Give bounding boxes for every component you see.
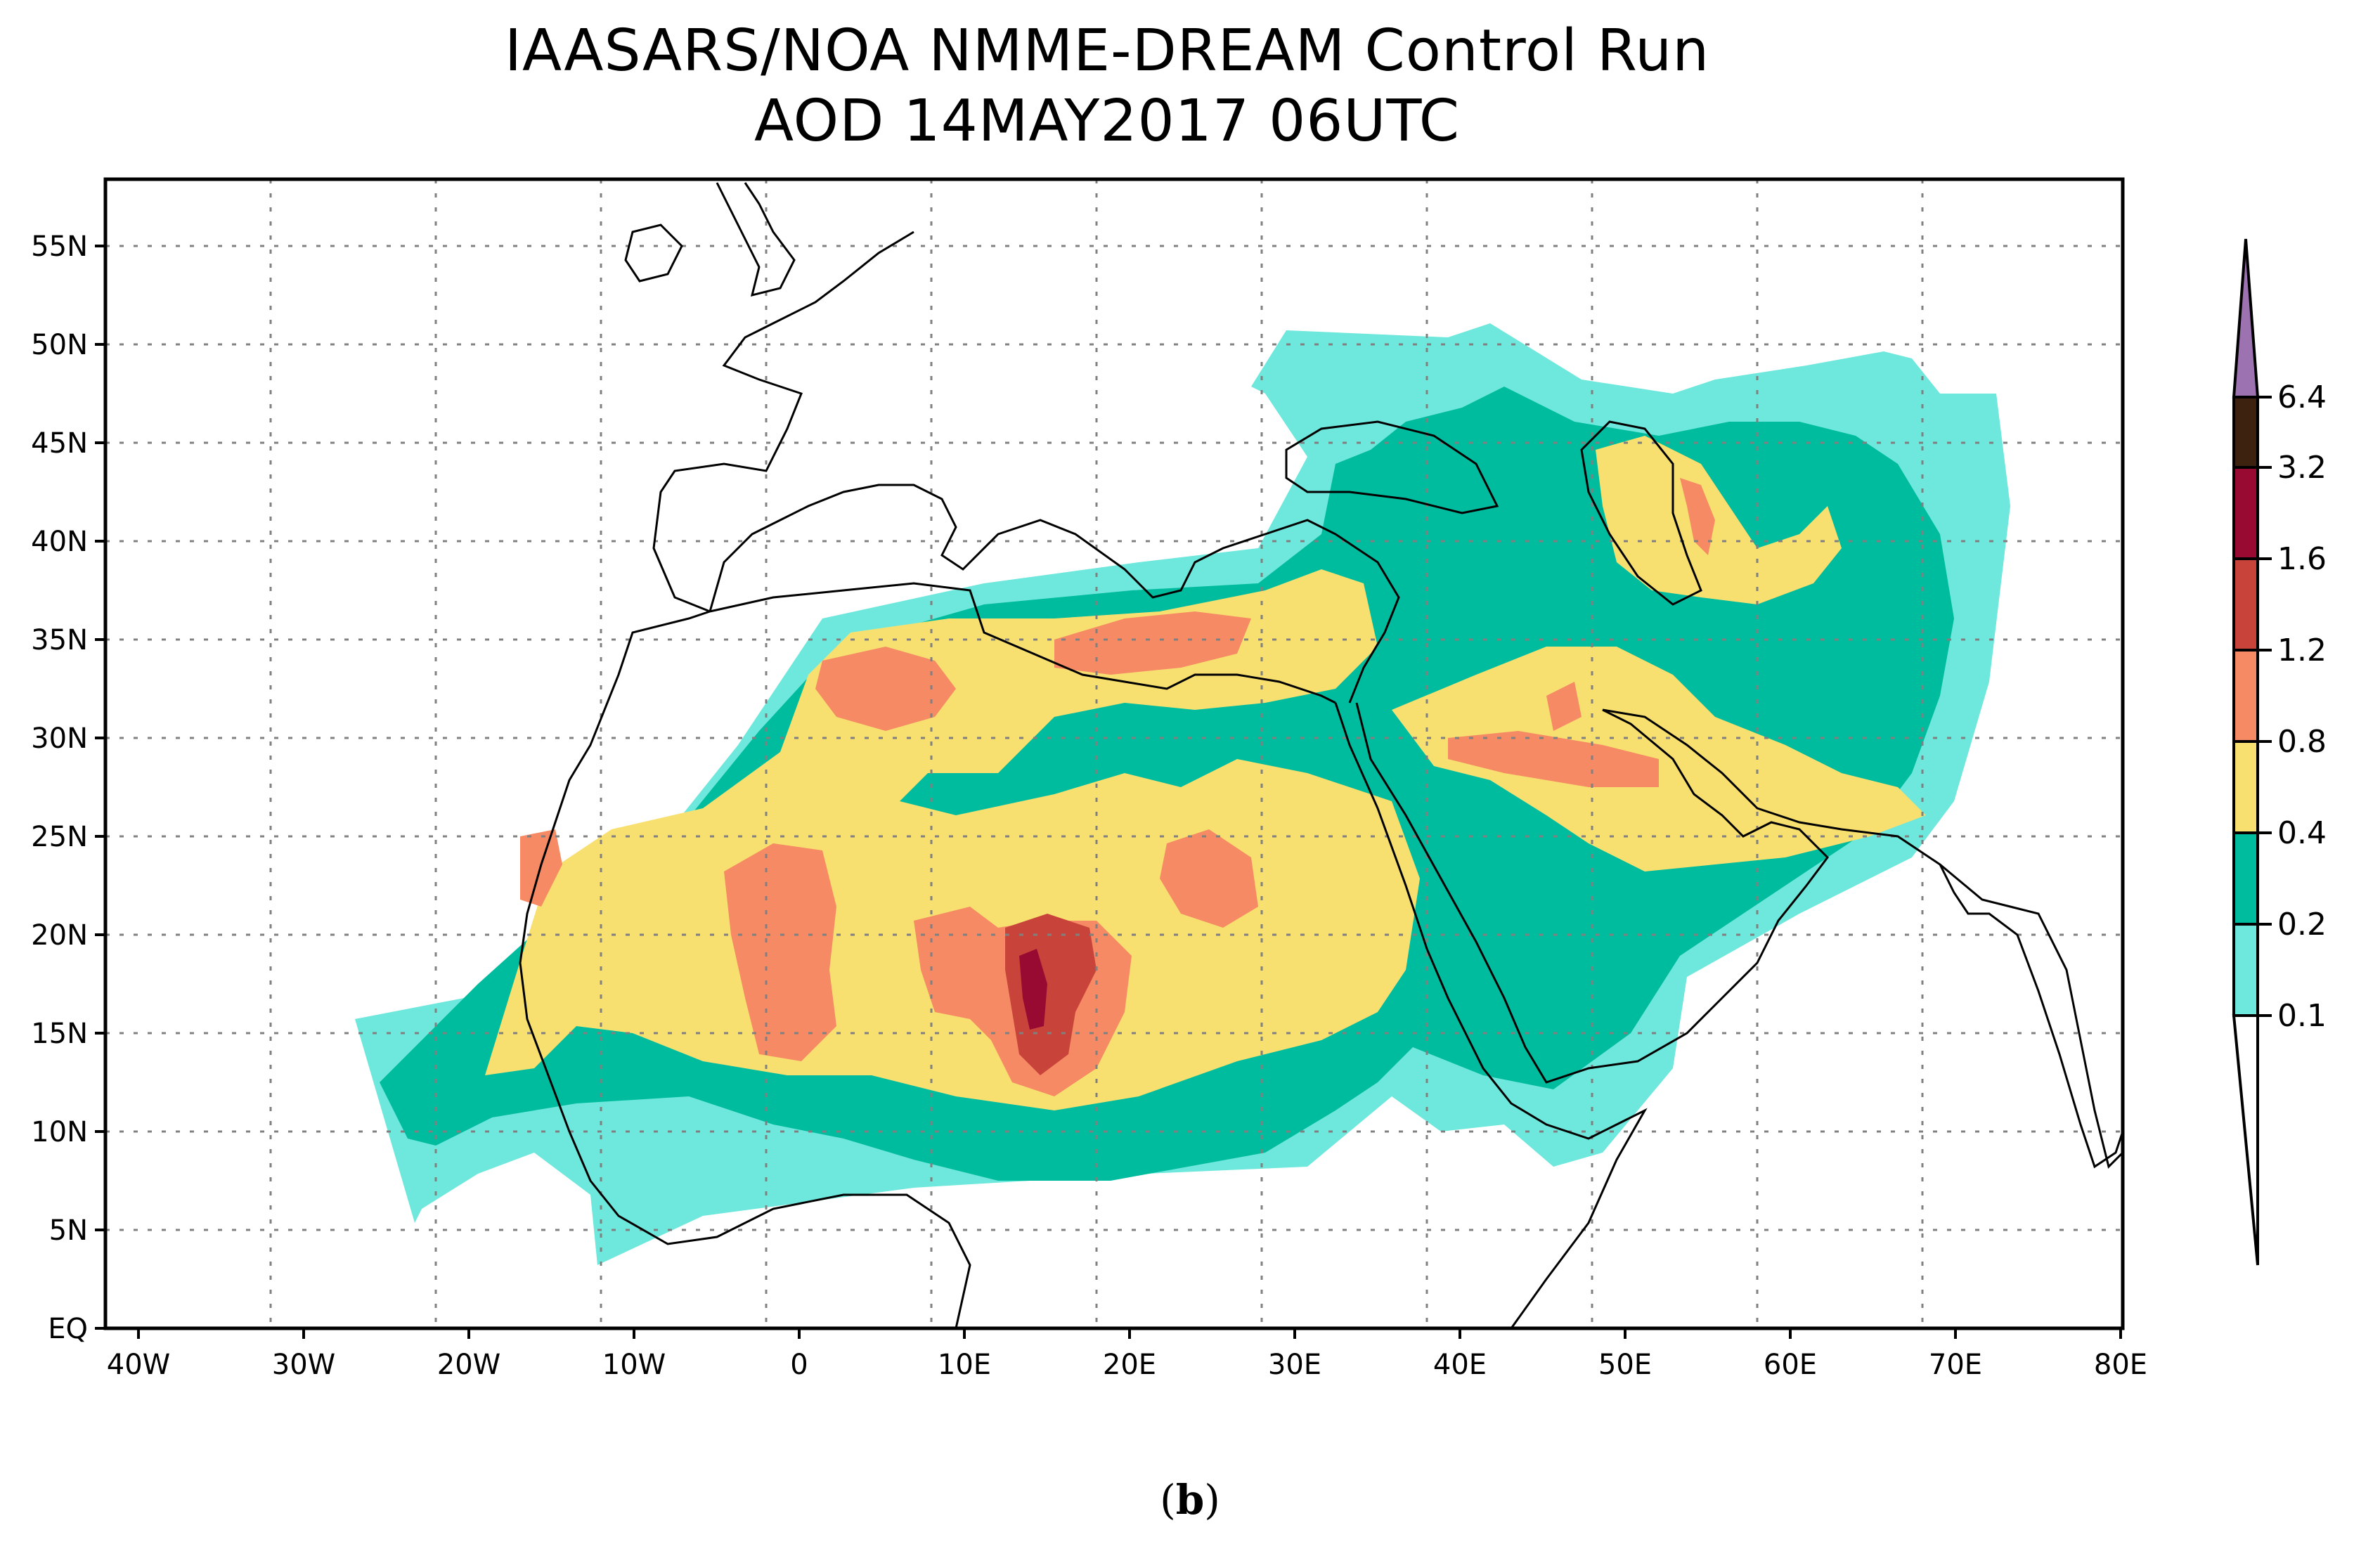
- colorbar-bin-1.2-1.6: [2232, 557, 2259, 652]
- coastline-north-africa: [709, 582, 1336, 704]
- colorbar-label: 6.4: [2277, 380, 2327, 415]
- coastline-black-sea: [1285, 420, 1499, 514]
- x-tick-label: 0: [790, 1349, 808, 1381]
- aod-level-0.8-b: [1054, 611, 1251, 675]
- x-tick-label: 30W: [272, 1349, 335, 1381]
- colorbar-over-triangle: [2232, 238, 2260, 398]
- y-tick-label: 5N: [49, 1214, 88, 1247]
- x-tick-label: 30E: [1268, 1349, 1321, 1381]
- y-tick-label: 25N: [31, 821, 88, 853]
- x-tick-label: 10W: [602, 1349, 666, 1381]
- aod-level-0.4-caspian: [1596, 436, 1842, 604]
- aod-level-0.4: [485, 569, 1420, 1110]
- aod-field: [355, 323, 2010, 1265]
- coastline-mediterranean-north: [709, 484, 1400, 704]
- colorbar-label: 1.6: [2277, 541, 2327, 577]
- caption-close-paren: ): [1204, 1476, 1220, 1524]
- aod-level-0.8-f: [1448, 731, 1659, 787]
- coastline-india: [1939, 863, 2123, 1169]
- colorbar-bin-0.4-0.8: [2232, 740, 2259, 834]
- y-tick-labels: EQ 5N 10N 15N 20N 25N 30N 35N 40N 45N 50…: [31, 231, 88, 1345]
- y-tick-label: EQ: [48, 1313, 88, 1345]
- colorbar-bin-0.8-1.2: [2232, 649, 2259, 743]
- y-tick-label: 50N: [31, 329, 88, 361]
- coastline-red-sea-africa: [1334, 702, 1648, 1328]
- aod-level-0.8-a: [815, 647, 956, 731]
- colorbar-label: 0.1: [2277, 998, 2327, 1034]
- y-tick-label: 20N: [31, 919, 88, 952]
- colorbar-under-triangle: [2232, 1014, 2259, 1266]
- x-tick-label: 70E: [1929, 1349, 1982, 1381]
- x-tick-label: 40W: [107, 1349, 170, 1381]
- aod-level-0.8-i: [1546, 682, 1582, 731]
- y-tick-label: 55N: [31, 231, 88, 263]
- coastline-british-isles: [624, 182, 796, 297]
- aod-level-1.6: [1019, 949, 1047, 1030]
- coastline-arabia: [1355, 702, 1829, 1084]
- colorbar-bin-0.2-0.4: [2232, 831, 2259, 926]
- colorbar-label: 1.2: [2277, 633, 2327, 668]
- x-tick-label: 80E: [2094, 1349, 2147, 1381]
- y-tick-label: 15N: [31, 1018, 88, 1050]
- x-tick-label: 20E: [1103, 1349, 1156, 1381]
- coastline-iberia-france: [652, 231, 914, 613]
- y-tick-label: 40N: [31, 526, 88, 558]
- y-tick-label: 45N: [31, 427, 88, 460]
- figure-title-line1: IAASARS/NOA NMME-DREAM Control Run: [505, 18, 1709, 84]
- y-axis: [95, 245, 105, 1330]
- coastline-africa-west: [519, 610, 971, 1328]
- colorbar-label: 0.8: [2277, 724, 2327, 760]
- aod-level-0.8-c: [724, 843, 836, 1061]
- colorbar: [2232, 238, 2272, 1266]
- caption-open-paren: (: [1160, 1476, 1176, 1524]
- x-tick-label: 40E: [1433, 1349, 1487, 1381]
- coastline-caspian: [1580, 420, 1702, 606]
- y-tick-label: 30N: [31, 722, 88, 755]
- colorbar-label: 3.2: [2277, 450, 2327, 486]
- x-tick-label: 20W: [437, 1349, 500, 1381]
- x-tick-label: 10E: [938, 1349, 991, 1381]
- colorbar-labels: 6.4 3.2 1.6 1.2 0.8 0.4 0.2 0.1: [2277, 380, 2327, 1034]
- caption-letter: b: [1175, 1476, 1205, 1524]
- x-tick-label: 60E: [1764, 1349, 1817, 1381]
- colorbar-bin-3.2-6.4: [2232, 396, 2259, 469]
- coastlines: [519, 182, 2123, 1328]
- plot-area: [105, 179, 2123, 1328]
- aod-level-0.8-e: [1160, 829, 1258, 928]
- figure-title-line2: AOD 14MAY2017 06UTC: [754, 88, 1460, 155]
- x-tick-labels: 40W 30W 20W 10W 0 10E 20E 30E 40E 50E 60…: [107, 1349, 2147, 1381]
- aod-level-0.8-g: [1680, 478, 1715, 555]
- plot-frame: [103, 177, 2125, 1330]
- colorbar-label: 0.2: [2277, 907, 2327, 942]
- colorbar-label: 0.4: [2277, 815, 2327, 851]
- coastline-persian-gulf-iran: [1602, 708, 2123, 1169]
- x-tick-label: 50E: [1598, 1349, 1652, 1381]
- figure-caption: (b): [0, 1476, 2380, 1524]
- y-tick-label: 35N: [31, 624, 88, 656]
- y-tick-label: 10N: [31, 1116, 88, 1148]
- colorbar-bin-0.1-0.2: [2232, 923, 2259, 1017]
- colorbar-bin-1.6-3.2: [2232, 466, 2259, 560]
- x-axis: [137, 1328, 2122, 1339]
